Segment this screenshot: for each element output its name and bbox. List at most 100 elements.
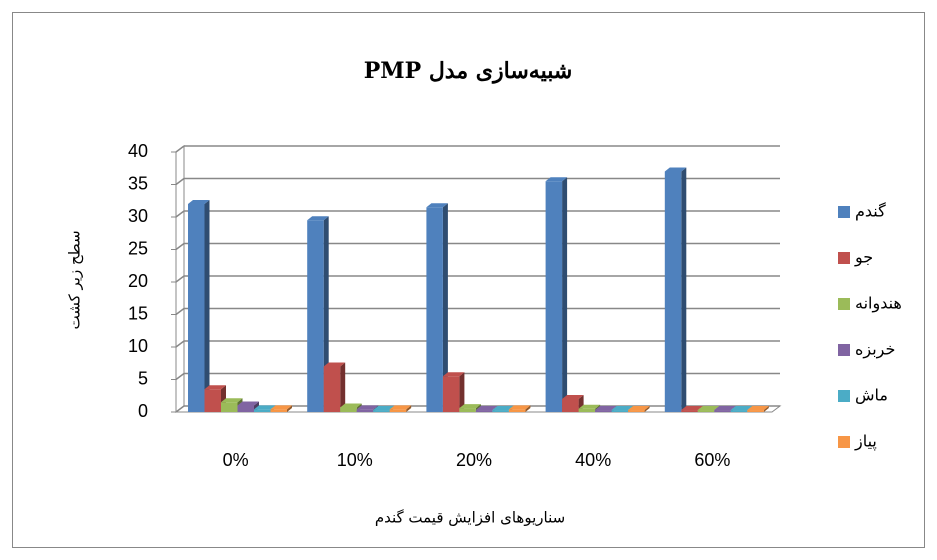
bar-top: [628, 406, 650, 411]
bar-top: [475, 406, 498, 411]
bar-top: [188, 200, 210, 204]
bar-top: [730, 406, 753, 411]
bar: [221, 402, 238, 412]
bar: [270, 409, 287, 412]
bar-top: [389, 405, 412, 410]
legend-swatch: [838, 344, 850, 356]
y-tick-label: 10: [128, 336, 148, 356]
y-axis-label: سطح زیر کشت: [66, 230, 84, 329]
bar: [307, 220, 324, 412]
bar-side: [204, 200, 210, 412]
grid-line: [175, 372, 185, 381]
legend-swatch: [838, 436, 850, 448]
bar: [426, 207, 443, 412]
chart-border: [12, 12, 925, 548]
bar: [595, 410, 612, 412]
grid-line: [175, 145, 185, 153]
y-tick-label: 25: [128, 238, 148, 258]
bar-top: [221, 398, 243, 403]
bar-top: [270, 405, 292, 410]
grid-line: [175, 177, 185, 186]
bar-side: [406, 405, 412, 412]
bar: [578, 408, 596, 412]
bar: [373, 410, 390, 412]
bar: [492, 410, 509, 412]
bar: [562, 399, 579, 412]
bar-top: [562, 395, 584, 399]
y-tick-label: 35: [128, 173, 148, 193]
bar-top: [714, 406, 736, 411]
legend-swatch: [838, 252, 850, 264]
grid-line: [175, 405, 185, 413]
bar-top: [373, 406, 395, 411]
x-tick-label: 10%: [337, 450, 373, 470]
bar: [611, 410, 629, 412]
bar: [340, 407, 357, 412]
bar: [459, 408, 476, 412]
bar: [204, 389, 221, 412]
bar: [747, 410, 764, 412]
legend-label: پیاز: [854, 432, 877, 452]
bar: [508, 409, 526, 412]
bar: [664, 171, 682, 412]
bar: [254, 409, 271, 412]
bar-top: [681, 406, 703, 411]
bar-top: [340, 403, 362, 408]
bar-top: [697, 406, 720, 411]
y-tick-label: 5: [138, 368, 148, 388]
bar-top: [204, 385, 226, 390]
bar-top: [508, 405, 531, 410]
bar-side: [763, 406, 769, 412]
bar-top: [426, 203, 448, 208]
bar-top: [323, 362, 346, 367]
bar: [714, 410, 731, 412]
bar-side: [340, 362, 346, 412]
legend-swatch: [838, 390, 850, 402]
bar: [389, 409, 407, 412]
legend-swatch: [838, 206, 850, 218]
bar-top: [459, 404, 481, 409]
grid-line: [175, 275, 185, 283]
bar-top: [747, 406, 769, 411]
grid-line: [175, 340, 185, 348]
bar-side: [323, 216, 329, 412]
x-tick-label: 60%: [694, 450, 730, 470]
bar: [323, 366, 341, 412]
bar: [188, 204, 205, 412]
legend-label: هندوانه: [855, 294, 902, 314]
bar: [628, 410, 645, 412]
grid-line: [175, 307, 185, 316]
x-tick-label: 40%: [575, 450, 611, 470]
bar: [697, 410, 715, 412]
bar: [442, 376, 460, 412]
bar-side: [442, 203, 448, 412]
legend-label: جو: [854, 248, 873, 268]
bar-top: [356, 405, 379, 410]
bar: [475, 410, 493, 412]
legend-label: ماش: [855, 386, 888, 405]
bar-side: [525, 405, 531, 412]
y-tick-label: 15: [128, 303, 148, 323]
bar-side: [681, 167, 687, 412]
bar: [545, 181, 563, 412]
bar-top: [595, 406, 617, 411]
bar-top: [237, 401, 259, 406]
y-tick-label: 20: [128, 271, 148, 291]
y-tick-label: 0: [138, 401, 148, 421]
bar-top: [442, 372, 465, 377]
x-axis-label: سناریوهای افزایش قیمت گندم: [375, 509, 565, 527]
bar-top: [664, 167, 687, 172]
bar-top: [578, 404, 601, 409]
bar-side: [287, 405, 292, 412]
bar: [730, 410, 748, 412]
grid-line: [175, 242, 185, 251]
bar: [356, 409, 374, 412]
y-tick-label: 30: [128, 206, 148, 226]
legend-label: خربزه: [855, 340, 895, 360]
legend-label: گندم: [855, 202, 886, 221]
bar-side: [562, 177, 568, 412]
bar: [681, 410, 698, 412]
bar-top: [545, 177, 568, 182]
bar-top: [611, 406, 634, 411]
